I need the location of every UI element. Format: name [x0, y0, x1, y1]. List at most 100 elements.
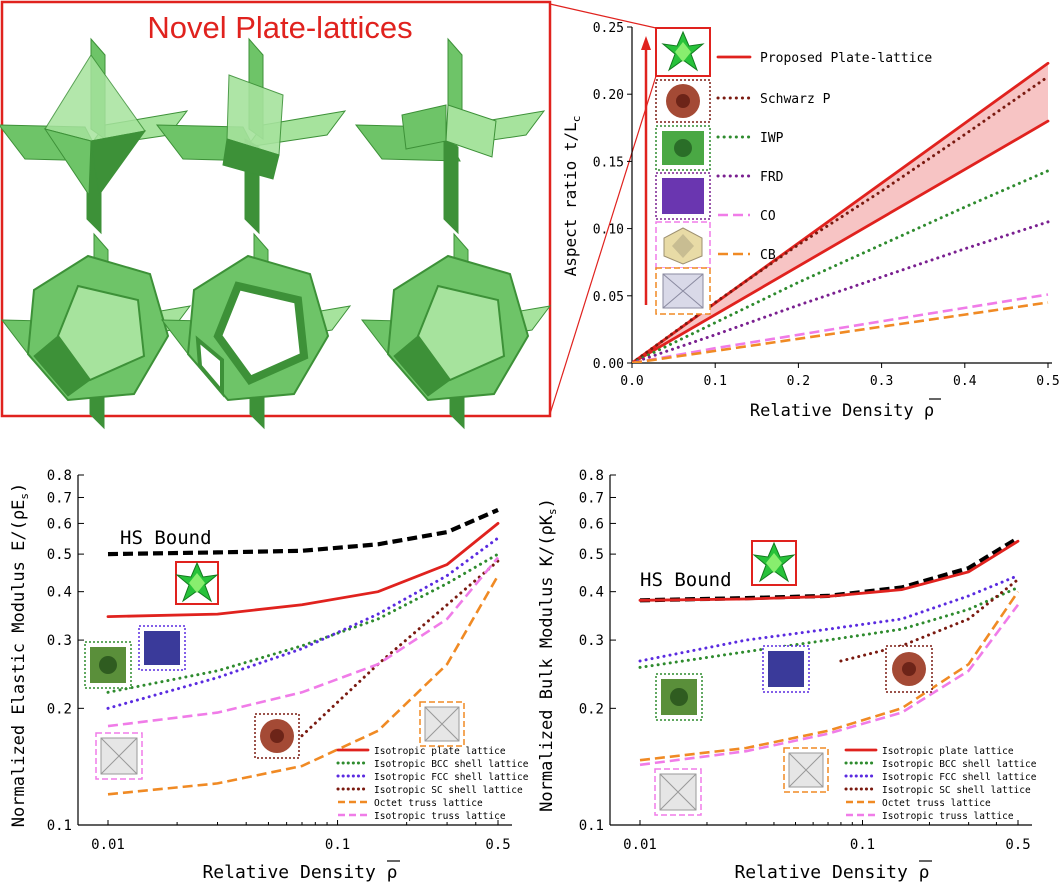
aspect-y-tick-label: 0.10	[593, 223, 624, 238]
plate-lattice-variant-4	[0, 232, 192, 430]
bulk-icon-fcc-shell	[762, 645, 810, 693]
bulk-icon-bcc-shell	[655, 673, 703, 721]
bulk-y-tick-label: 0.7	[579, 490, 604, 506]
elastic-y-label: Normalized Elastic Modulus E/(ρEs)	[9, 483, 31, 827]
elastic-y-tick-label: 0.8	[47, 468, 72, 484]
zoom-connector-bottom	[549, 75, 657, 415]
aspect-ratio-chart: 0.0 0.1 0.2 0.3 0.4 0.5 0.00 0.05 0.10 0.15 0.20 0.…	[561, 21, 1059, 421]
plate-lattice-variant-6	[360, 232, 552, 430]
series-isotropic-sc-shell-lattice	[839, 578, 1020, 663]
elastic-icon-plate	[175, 561, 219, 605]
plate-lattice-variant-5	[160, 232, 352, 430]
series-isotropic-fcc-shell-lattice	[638, 574, 1020, 663]
elastic-y-tick-label: 0.4	[47, 585, 72, 601]
elastic-y-tick-label: 0.1	[47, 818, 72, 834]
bulk-plot-area	[638, 536, 1020, 767]
elastic-y-tick-label: 0.7	[47, 490, 72, 506]
aspect-x-tick-label: 0.2	[787, 374, 810, 389]
elastic-icon-sc-shell	[254, 713, 300, 759]
elastic-y-tick-label: 0.2	[47, 701, 72, 717]
legend-label-isotropic-plate-lattice: Isotropic plate lattice	[374, 746, 506, 757]
elastic-tick-labels: 0.01 0.1 0.5 0.1 0.2 0.3 0.4 0.5 0.6 0.7 0.8	[47, 468, 511, 853]
series-octet-truss-lattice	[107, 574, 500, 796]
bulk-icon-sc-shell	[885, 645, 933, 693]
bulk-y-tick-label: 0.5	[579, 547, 604, 563]
series-isotropic-bcc-shell-lattice	[638, 586, 1020, 669]
elastic-y-tick-label: 0.3	[47, 633, 72, 649]
elastic-x-tick-label: 0.5	[485, 837, 510, 853]
series-isotropic-truss-lattice	[639, 604, 1020, 767]
legend-label-octet-truss-lattice: Octet truss lattice	[374, 798, 483, 809]
elastic-legend: Isotropic plate lattice Isotropic BCC she…	[336, 746, 529, 822]
legend-label-frd: FRD	[760, 170, 784, 185]
aspect-y-tick-label: 0.25	[593, 21, 624, 36]
bulk-y-label: Normalized Bulk Modulus K/(ρKs)	[537, 498, 559, 812]
elastic-axes	[77, 474, 512, 826]
legend-label-isotropic-bcc-shell-lattice: Isotropic BCC shell lattice	[882, 759, 1037, 770]
series-iwp	[632, 169, 1050, 363]
legend-icon-cb	[655, 267, 711, 315]
legend-icon-plate-lattice	[655, 27, 711, 77]
legend-label-cb: CB	[760, 248, 776, 263]
elastic-plot-area	[106, 507, 500, 796]
aspect-x-label: Relative Density ρ	[750, 401, 934, 421]
bulk-icon-plate	[751, 540, 797, 586]
bulk-tick-labels: 0.01 0.1 0.5 0.1 0.2 0.3 0.4 0.5 0.6 0.7 0.8	[579, 468, 1031, 853]
aspect-x-tick-label: 0.1	[703, 374, 726, 389]
bulk-y-tick-label: 0.3	[579, 633, 604, 649]
bulk-axes	[609, 474, 1032, 826]
aspect-y-tick-label: 0.00	[593, 357, 624, 372]
star-lattice-icon-face	[189, 573, 205, 593]
aspect-tick-labels: 0.0 0.1 0.2 0.3 0.4 0.5 0.00 0.05 0.10 0.15 0.20 0.…	[593, 21, 1059, 389]
aspect-x-tick-label: 0.4	[953, 374, 977, 389]
bulk-y-tick-label: 0.2	[579, 701, 604, 717]
bulk-legend: Isotropic plate lattice Isotropic BCC she…	[844, 746, 1037, 822]
legend-icon-iwp	[655, 125, 711, 171]
elastic-y-tick-label: 0.5	[47, 547, 72, 563]
bulk-y-tick-label: 0.8	[579, 468, 604, 484]
aspect-axes	[627, 26, 1052, 368]
elastic-y-tick-label: 0.6	[47, 516, 72, 532]
elastic-icon-fcc-shell	[138, 625, 186, 671]
series-co	[632, 293, 1049, 363]
elastic-icon-truss	[95, 732, 143, 780]
bulk-y-tick-label: 0.4	[579, 585, 604, 601]
bulk-modulus-chart: 0.01 0.1 0.5 0.1 0.2 0.3 0.4 0.5 0.6 0.7 0.8 Relat…	[537, 468, 1037, 883]
bulk-y-tick-label: 0.1	[579, 818, 604, 834]
bulk-icon-octet	[783, 747, 829, 793]
series-hs-bound	[107, 507, 499, 557]
series-isotropic-plate-lattice	[106, 522, 500, 618]
star-lattice-icon-face	[766, 553, 782, 573]
legend-label-isotropic-fcc-shell-lattice: Isotropic FCC shell lattice	[374, 772, 529, 783]
bulk-x-label: Relative Density ρ	[734, 862, 929, 883]
aspect-plot-area	[632, 61, 1050, 363]
legend-label-isotropic-truss-lattice: Isotropic truss lattice	[882, 811, 1014, 822]
plate-lattice-variant-3	[354, 37, 546, 235]
bulk-x-tick-label: 0.1	[850, 837, 875, 853]
legend-label-isotropic-fcc-shell-lattice: Isotropic FCC shell lattice	[882, 772, 1037, 783]
legend-label-octet-truss-lattice: Octet truss lattice	[882, 798, 991, 809]
plate-lattice-panel: Novel Plate-lattices	[0, 0, 552, 430]
legend-icon-frd	[655, 172, 711, 220]
elastic-x-tick-label: 0.1	[325, 837, 350, 853]
legend-label-iwp: IWP	[760, 131, 784, 146]
series-isotropic-fcc-shell-lattice	[106, 536, 500, 710]
bulk-y-tick-label: 0.6	[579, 516, 604, 532]
series-proposed-plate-lattice	[632, 119, 1050, 363]
plate-lattice-variant-1	[0, 37, 189, 235]
legend-label-isotropic-plate-lattice: Isotropic plate lattice	[882, 746, 1014, 757]
plate-lattice-variant-2	[155, 37, 347, 235]
aspect-x-tick-label: 0.5	[1036, 374, 1059, 389]
aspect-y-label: Aspect ratio t/Lc	[561, 116, 583, 277]
bulk-x-tick-label: 0.5	[1005, 837, 1030, 853]
elastic-hs-bound-label: HS Bound	[120, 527, 212, 549]
elastic-x-label: Relative Density ρ	[202, 862, 397, 883]
series-octet-truss-lattice	[639, 590, 1020, 762]
star-lattice-icon-face	[675, 42, 691, 62]
legend-label-schwarz-p: Schwarz P	[760, 92, 831, 107]
elastic-x-tick-label: 0.01	[91, 837, 125, 853]
legend-label-isotropic-sc-shell-lattice: Isotropic SC shell lattice	[374, 785, 523, 796]
elastic-modulus-chart: 0.01 0.1 0.5 0.1 0.2 0.3 0.4 0.5 0.6 0.7 0.8 Relat…	[9, 468, 529, 883]
series-frd	[632, 220, 1050, 363]
